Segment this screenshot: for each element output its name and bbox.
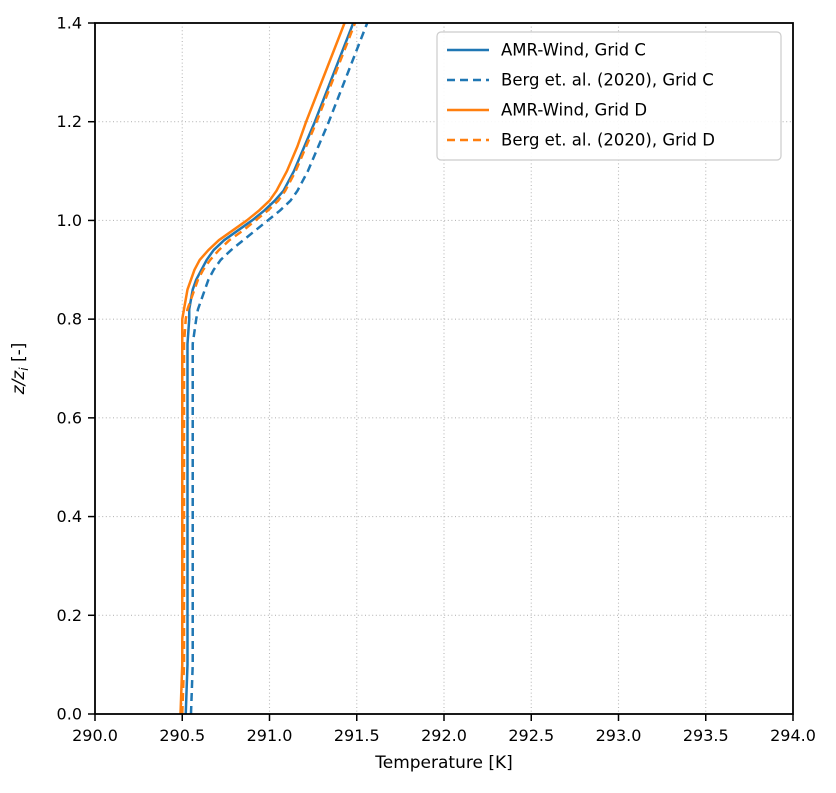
- x-tick-label-293.5: 293.5: [683, 726, 729, 745]
- y-tick-label-0.0: 0.0: [57, 705, 82, 724]
- y-tick-label-1.4: 1.4: [57, 14, 82, 33]
- legend-label-berg-et-al-2020-grid-c: Berg et. al. (2020), Grid C: [501, 71, 714, 90]
- legend-item-amr-wind-grid-d: AMR-Wind, Grid D: [447, 101, 647, 120]
- tick-marks-group: [88, 22, 794, 721]
- series-line-amr-wind-grid-c: [184, 23, 355, 714]
- legend-label-amr-wind-grid-c: AMR-Wind, Grid C: [501, 41, 646, 60]
- y-tick-label-0.6: 0.6: [57, 408, 82, 427]
- x-axis-label: Temperature [K]: [374, 753, 513, 773]
- legend-item-berg-et-al-2020-grid-c: Berg et. al. (2020), Grid C: [447, 71, 714, 90]
- legend-item-amr-wind-grid-c: AMR-Wind, Grid C: [447, 41, 646, 60]
- series-line-amr-wind-grid-d: [179, 23, 346, 714]
- x-tick-label-293.0: 293.0: [596, 726, 642, 745]
- legend-box: [436, 31, 782, 161]
- series-group: [179, 23, 369, 714]
- legend-item-berg-et-al-2020-grid-d: Berg et. al. (2020), Grid D: [447, 131, 715, 150]
- y-tick-label-0.2: 0.2: [57, 606, 82, 625]
- x-tick-label-291.5: 291.5: [334, 726, 380, 745]
- x-tick-labels-group: 290.0 290.5 291.0 291.5 292.0 292.5 293.0 293.5…: [72, 726, 816, 745]
- x-tick-label-291.0: 291.0: [247, 726, 293, 745]
- x-tick-label-294.0: 294.0: [770, 726, 816, 745]
- y-tick-label-0.4: 0.4: [57, 507, 82, 526]
- y-tick-label-1.2: 1.2: [57, 112, 82, 131]
- x-tick-label-290.5: 290.5: [159, 726, 205, 745]
- x-tick-label-292.0: 292.0: [421, 726, 467, 745]
- y-tick-label-1.0: 1.0: [57, 211, 82, 230]
- x-tick-label-290.0: 290.0: [72, 726, 118, 745]
- y-tick-labels-group: 0.0 0.2 0.4 0.6 0.8 1.0 1.2 1.4: [57, 14, 82, 724]
- series-line-berg-et-al-2020-grid-c: [189, 23, 369, 714]
- legend-label-amr-wind-grid-d: AMR-Wind, Grid D: [501, 101, 647, 120]
- legend: AMR-Wind, Grid C Berg et. al. (2020), Gri…: [436, 31, 782, 161]
- x-tick-label-292.5: 292.5: [508, 726, 554, 745]
- legend-label-berg-et-al-2020-grid-d: Berg et. al. (2020), Grid D: [501, 131, 715, 150]
- y-tick-label-0.8: 0.8: [57, 310, 82, 329]
- series-line-berg-et-al-2020-grid-d: [181, 23, 357, 714]
- y-axis-label: z/zi [-]: [9, 343, 31, 396]
